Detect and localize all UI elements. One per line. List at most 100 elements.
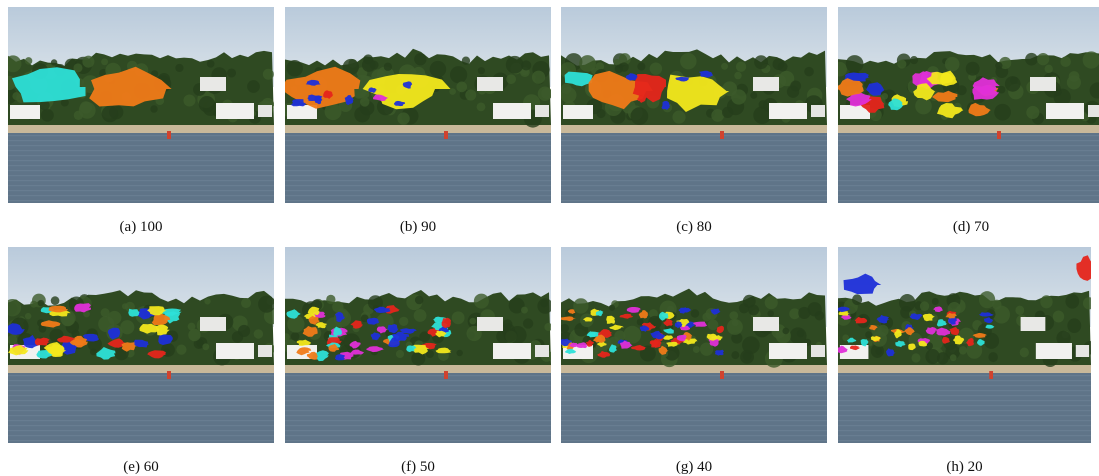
segment-overlay: [82, 333, 100, 342]
tree-foliage: [414, 295, 424, 305]
water: [561, 371, 827, 443]
water: [8, 371, 274, 443]
segment-overlay: [372, 94, 389, 102]
water-ripple: [285, 415, 551, 417]
water-ripple: [561, 200, 827, 202]
tree-foliage: [83, 310, 90, 318]
water-ripple: [838, 140, 1099, 142]
panel-caption: (a) 100: [119, 219, 163, 235]
tree-foliage: [852, 294, 863, 306]
tree-foliage: [956, 85, 967, 96]
segment-overlay: [846, 92, 872, 107]
water-ripple: [285, 185, 551, 187]
tree-foliage: [429, 60, 447, 78]
water-ripple: [561, 420, 827, 422]
segment-overlay: [650, 330, 666, 340]
house: [839, 345, 869, 359]
segment-overlay: [838, 345, 849, 354]
tree-foliage: [561, 83, 572, 95]
water-ripple: [8, 395, 274, 397]
segment-overlay: [972, 77, 1000, 95]
segment-overlay: [838, 311, 850, 316]
tree-foliage: [630, 107, 649, 125]
tree-foliage: [508, 297, 525, 314]
tree-foliage: [899, 294, 916, 312]
segment-overlay: [596, 341, 607, 348]
tree-foliage: [204, 298, 211, 305]
tree-foliage: [1052, 310, 1065, 323]
tree-foliage: [721, 62, 729, 70]
tree-foliage: [735, 61, 747, 72]
water-ripple: [285, 420, 551, 422]
tree-foliage: [506, 74, 516, 85]
water-ripple: [838, 430, 1091, 432]
water-ripple: [8, 150, 274, 152]
tree-foliage: [944, 56, 960, 72]
water-ripple: [8, 185, 274, 187]
water-ripple: [285, 175, 551, 177]
segment-overlay: [399, 328, 417, 334]
beach: [8, 123, 274, 133]
segment-overlay: [908, 343, 916, 351]
water-ripple: [8, 135, 274, 137]
sky-segment: [843, 273, 882, 295]
segment-overlay: [391, 331, 410, 342]
tree-foliage: [561, 323, 569, 333]
buoy: [167, 371, 171, 379]
tree-foliage: [79, 101, 93, 114]
water: [285, 371, 551, 443]
tree-foliage: [608, 304, 616, 311]
segment-overlay: [315, 322, 327, 329]
water-ripple: [8, 200, 274, 202]
panel-h: (h) 20: [838, 247, 1091, 475]
water: [561, 131, 827, 203]
tree-foliage: [521, 60, 532, 71]
tree-foliage: [789, 308, 801, 320]
water-ripple: [285, 390, 551, 392]
tree-foliage: [456, 81, 468, 93]
tree-foliage: [596, 109, 606, 119]
water-ripple: [285, 395, 551, 397]
tree-foliage: [966, 342, 983, 359]
segment-overlay: [121, 342, 137, 352]
house: [769, 103, 807, 119]
tree-foliage: [931, 297, 939, 306]
water-ripple: [8, 440, 274, 442]
segment-overlay: [569, 342, 579, 348]
tree-foliage: [414, 53, 427, 66]
tree-foliage: [544, 322, 551, 332]
tree-foliage: [649, 62, 663, 75]
beach: [561, 123, 827, 133]
segment-overlay: [147, 306, 167, 316]
water-ripple: [8, 375, 274, 377]
water-ripple: [8, 380, 274, 382]
water-ripple: [285, 375, 551, 377]
segment-overlay: [128, 308, 140, 317]
tree-foliage: [983, 332, 1000, 349]
tree-foliage: [258, 295, 274, 313]
tree-foliage: [838, 61, 848, 77]
water-ripple: [8, 425, 274, 427]
tree-foliage: [729, 311, 739, 320]
segment-overlay: [630, 345, 647, 351]
segment-overlay: [979, 312, 994, 317]
segment-overlay: [107, 327, 121, 340]
tree-foliage: [326, 294, 336, 305]
beach: [285, 363, 551, 373]
tree-foliage: [782, 327, 790, 335]
tree-foliage: [419, 331, 431, 343]
segment-overlay: [675, 76, 690, 82]
segment-overlay: [663, 328, 674, 334]
tree-foliage: [50, 296, 60, 305]
tree-foliage: [183, 94, 196, 107]
tree-foliage: [1004, 76, 1021, 92]
water: [8, 131, 274, 203]
tree-foliage: [522, 318, 534, 329]
segment-overlay: [323, 90, 334, 99]
water-ripple: [838, 185, 1099, 187]
tree-foliage: [997, 85, 1006, 94]
panel-g: (g) 40: [561, 247, 827, 475]
tree-foliage: [707, 319, 719, 331]
segment-overlay: [942, 336, 950, 344]
water-ripple: [838, 165, 1099, 167]
